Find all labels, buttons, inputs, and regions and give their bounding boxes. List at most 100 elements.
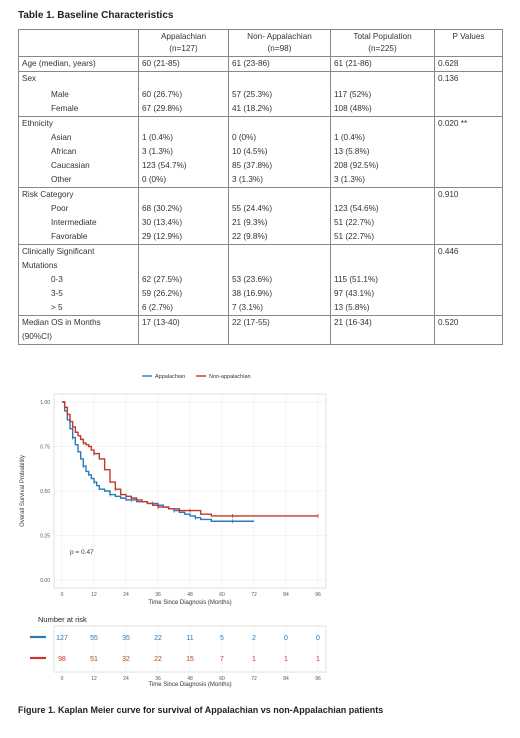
table-cell: 115 (51.1%)	[330, 273, 435, 287]
risk-x-tick-label: 60	[219, 676, 225, 682]
risk-x-tick-label: 0	[61, 676, 64, 682]
risk-count: 1	[316, 656, 320, 663]
table-cell: 60 (26.7%)	[138, 88, 229, 102]
table-cell	[228, 187, 331, 202]
risk-count: 0	[284, 635, 288, 642]
table-cell	[330, 71, 435, 86]
risk-count: 32	[122, 656, 130, 663]
table-cell	[228, 330, 331, 345]
risk-count: 22	[154, 656, 162, 663]
risk-count: 15	[186, 656, 194, 663]
table-cell: 0.520	[434, 315, 503, 330]
row-label: Female	[18, 102, 139, 117]
table-cell: 68 (30.2%)	[138, 202, 229, 216]
table-cell: 7 (3.1%)	[228, 301, 331, 316]
table-row: Male 60 (26.7%) 57 (25.3%) 117 (52%)	[18, 88, 503, 102]
table-cell: 57 (25.3%)	[228, 88, 331, 102]
table-cell: 0.446	[434, 244, 503, 259]
risk-count: 0	[316, 635, 320, 642]
baseline-characteristics-table: Appalachian (n=127) Non- Appalachian (n=98)…	[18, 29, 503, 345]
table-row: Female 67 (29.8%) 41 (18.2%) 108 (48%)	[18, 102, 503, 117]
table-cell: 30 (13.4%)	[138, 216, 229, 230]
table-row: 3-5 59 (26.2%) 38 (16.9%) 97 (43.1%)	[18, 287, 503, 301]
figure-caption: Figure 1. Kaplan Meier curve for surviva…	[18, 705, 384, 715]
risk-x-tick-label: 96	[315, 676, 321, 682]
table-cell: 60 (21-85)	[138, 56, 229, 72]
row-label: Median OS in Months	[18, 315, 139, 330]
header-cell: P Values	[435, 30, 503, 57]
row-label: Favorable	[18, 230, 139, 245]
table-row: Clinically Significant 0.446	[18, 244, 503, 259]
table-cell: 1 (0.4%)	[138, 131, 229, 145]
table-row: Poor 68 (30.2%) 55 (24.4%) 123 (54.6%)	[18, 202, 503, 216]
table-cell: 13 (5.8%)	[330, 145, 435, 159]
risk-x-tick-label: 84	[283, 676, 289, 682]
table-row: Mutations	[18, 259, 503, 273]
table-row: Sex 0.136	[18, 71, 503, 86]
table-cell: 17 (13-40)	[138, 315, 229, 330]
table-cell: 13 (5.8%)	[330, 301, 435, 316]
table-row: Other 0 (0%) 3 (1.3%) 3 (1.3%)	[18, 173, 503, 188]
y-tick-label: 1.00	[40, 400, 50, 406]
table-cell: 10 (4.5%)	[228, 145, 331, 159]
table-row: Age (median, years) 60 (21-85) 61 (23-86) 6…	[18, 56, 503, 72]
table-cell: 1 (0.4%)	[330, 131, 435, 145]
table-row: Favorable 29 (12.9%) 22 (9.8%) 51 (22.7%)	[18, 230, 503, 245]
table-cell: 59 (26.2%)	[138, 287, 229, 301]
y-tick-label: 0.00	[40, 578, 50, 584]
row-label: Mutations	[18, 259, 139, 273]
risk-count: 1	[252, 656, 256, 663]
table-row: Median OS in Months 17 (13-40) 22 (17-55) 2…	[18, 315, 503, 330]
x-tick-label: 0	[61, 592, 64, 598]
table-row: Intermediate 30 (13.4%) 21 (9.3%) 51 (22.7%…	[18, 216, 503, 230]
table-cell: 62 (27.5%)	[138, 273, 229, 287]
table-cell: 41 (18.2%)	[228, 102, 331, 117]
table-cell	[138, 259, 229, 273]
header-text: (n=225)	[368, 44, 397, 53]
row-label: 3-5	[18, 287, 139, 301]
y-tick-label: 0.25	[40, 534, 50, 540]
survival-curve-appalachian	[62, 401, 254, 522]
y-axis-label: Overall Survival Probability	[20, 455, 26, 527]
table-cell: 97 (43.1%)	[330, 287, 435, 301]
row-label: African	[18, 145, 139, 159]
table-cell: 51 (22.7%)	[330, 216, 435, 230]
table-cell: 38 (16.9%)	[228, 287, 331, 301]
risk-count: 55	[90, 635, 98, 642]
table-cell: 85 (37.8%)	[228, 159, 331, 173]
table-row: 0-3 62 (27.5%) 53 (23.6%) 115 (51.1%)	[18, 273, 503, 287]
header-text: P Values	[452, 32, 485, 41]
risk-count: 98	[58, 656, 66, 663]
row-label: Ethnicity	[18, 116, 139, 131]
table-cell: 0.628	[434, 56, 503, 72]
table-row: African 3 (1.3%) 10 (4.5%) 13 (5.8%)	[18, 145, 503, 159]
risk-table-title: Number at risk	[38, 615, 87, 624]
table-cell: 0.910	[434, 187, 503, 202]
row-label	[18, 86, 139, 88]
table-cell	[228, 259, 331, 273]
x-tick-label: 24	[123, 592, 129, 598]
row-label: (90%CI)	[18, 330, 139, 345]
row-label: Other	[18, 173, 139, 188]
risk-count: 22	[154, 635, 162, 642]
row-label: Caucasian	[18, 159, 139, 173]
table-cell: 3 (1.3%)	[138, 145, 229, 159]
table-cell	[138, 116, 229, 131]
risk-count: 2	[252, 635, 256, 642]
table-cell	[138, 71, 229, 86]
risk-x-axis-label: Time Since Diagnosis (Months)	[148, 682, 231, 688]
table-header-row: Appalachian (n=127) Non- Appalachian (n=98)…	[18, 29, 503, 57]
risk-x-tick-label: 24	[123, 676, 129, 682]
table-cell: 108 (48%)	[330, 102, 435, 117]
header-text: Appalachian	[160, 32, 207, 41]
table-cell	[138, 244, 229, 259]
row-label: Male	[18, 88, 139, 102]
x-tick-label: 60	[219, 592, 225, 598]
y-tick-label: 0.50	[40, 489, 50, 495]
table-cell: 0.020 **	[434, 116, 503, 131]
table-cell: 3 (1.3%)	[228, 173, 331, 188]
risk-x-tick-label: 72	[251, 676, 257, 682]
table-cell	[228, 86, 331, 88]
risk-count: 1	[284, 656, 288, 663]
